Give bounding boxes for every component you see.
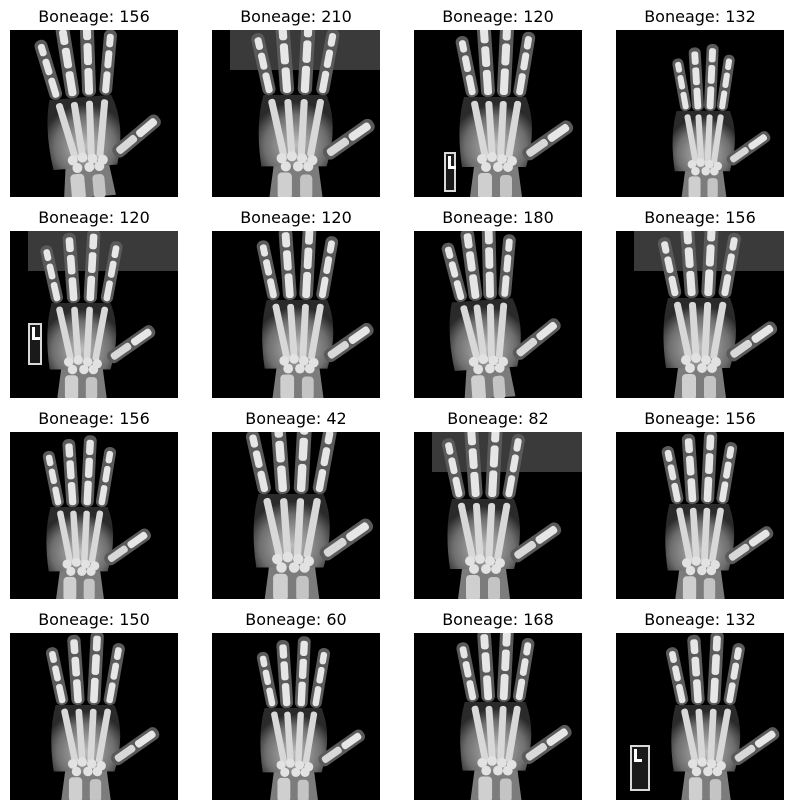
panel-title: Boneage: 82 bbox=[447, 409, 549, 428]
hand-xray-image bbox=[616, 432, 784, 599]
panel-title: Boneage: 180 bbox=[442, 208, 554, 227]
panel-title: Boneage: 210 bbox=[240, 7, 352, 26]
hand-xray-image bbox=[414, 432, 582, 599]
panel-title: Boneage: 150 bbox=[38, 610, 150, 629]
hand-xray-image bbox=[10, 231, 178, 398]
hand-xray-image bbox=[616, 30, 784, 197]
hand-xray-image bbox=[212, 30, 380, 197]
panel-title: Boneage: 168 bbox=[442, 610, 554, 629]
hand-xray-image bbox=[414, 633, 582, 800]
panel-title: Boneage: 132 bbox=[644, 7, 756, 26]
panel-title: Boneage: 132 bbox=[644, 610, 756, 629]
hand-xray-image bbox=[212, 231, 380, 398]
hand-xray-image bbox=[212, 432, 380, 599]
panel-title: Boneage: 156 bbox=[644, 208, 756, 227]
panel-title: Boneage: 120 bbox=[240, 208, 352, 227]
panel-title: Boneage: 120 bbox=[442, 7, 554, 26]
panel-title: Boneage: 156 bbox=[644, 409, 756, 428]
hand-xray-image bbox=[10, 30, 178, 197]
panel-title: Boneage: 156 bbox=[38, 409, 150, 428]
hand-xray-image bbox=[414, 231, 582, 398]
hand-xray-image bbox=[10, 432, 178, 599]
hand-xray-image bbox=[414, 30, 582, 197]
panel-title: Boneage: 156 bbox=[38, 7, 150, 26]
hand-xray-image bbox=[212, 633, 380, 800]
hand-xray-image bbox=[616, 231, 784, 398]
panel-title: Boneage: 120 bbox=[38, 208, 150, 227]
panel-title: Boneage: 42 bbox=[245, 409, 347, 428]
panel-title: Boneage: 60 bbox=[245, 610, 347, 629]
hand-xray-image bbox=[616, 633, 784, 800]
hand-xray-image bbox=[10, 633, 178, 800]
